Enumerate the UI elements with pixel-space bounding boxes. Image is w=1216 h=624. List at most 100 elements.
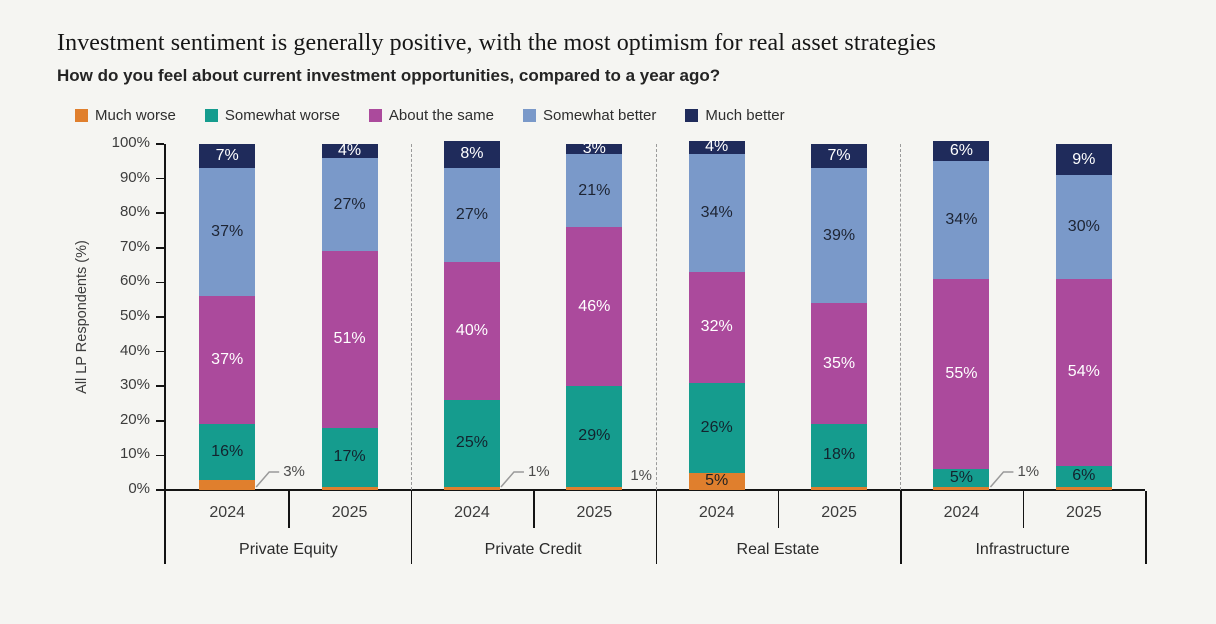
legend-swatch-icon (368, 109, 382, 122)
bar-segment-much-worse (199, 479, 256, 490)
bar-segment-about-the-same: 40% (443, 261, 500, 401)
segment-value-label: 3% (582, 140, 606, 158)
segment-value-label: 4% (338, 141, 362, 159)
group-divider-tick (164, 491, 166, 564)
segment-value-label: 30% (1067, 218, 1100, 236)
legend-swatch-icon (204, 109, 218, 122)
y-axis-tick (156, 454, 164, 457)
segment-value-label: 5% (949, 468, 973, 486)
x-axis-group-label: Real Estate (736, 541, 820, 558)
x-axis-group-label: Private Equity (239, 541, 338, 558)
y-axis-tick (156, 247, 164, 249)
group-separator-line (900, 144, 902, 490)
y-axis-tick (156, 143, 164, 145)
bar-segment-somewhat-better: 27% (443, 168, 500, 262)
year-divider-tick (1022, 491, 1025, 528)
bar-segment-somewhat-better: 21% (566, 154, 623, 228)
segment-value-label: 37% (211, 351, 244, 369)
segment-value-label: 7% (215, 147, 239, 165)
group-divider-tick (1145, 491, 1147, 564)
y-axis-tick-label: 30% (119, 376, 150, 394)
segment-value-label: 37% (211, 223, 244, 241)
chart-question-subtitle: How do you feel about current investment… (57, 66, 721, 85)
group-divider-tick (410, 491, 413, 564)
callout-value-label: 1% (527, 463, 550, 480)
bar-segment-somewhat-worse: 6% (1055, 465, 1112, 487)
bar-segment-much-better: 8% (443, 140, 500, 169)
y-axis-tick-label: 10% (119, 445, 150, 463)
y-axis-tick (156, 350, 164, 353)
segment-value-label: 39% (823, 226, 856, 244)
y-axis-tick (156, 489, 164, 491)
bar-segment-much-better: 3% (566, 140, 623, 157)
bar-segment-somewhat-better: 27% (321, 157, 378, 252)
bar-segment-much-better: 6% (933, 140, 990, 162)
segment-value-label: 35% (823, 354, 856, 372)
bar-segment-about-the-same: 46% (566, 227, 623, 387)
y-axis-tick (156, 420, 164, 422)
legend-item: Much worse (75, 107, 176, 124)
legend-item: Much better (685, 107, 785, 124)
bar-segment-about-the-same: 35% (811, 303, 868, 425)
bar-segment-somewhat-worse: 17% (321, 427, 378, 487)
x-axis-year-label: 2025 (331, 504, 368, 521)
bar-segment-somewhat-worse: 18% (811, 424, 868, 487)
bar-segment-somewhat-better: 30% (1055, 175, 1112, 279)
chart-legend: Much worse Somewhat worse About the same So… (75, 107, 785, 124)
year-divider-tick (288, 491, 290, 528)
callout-value-label: 1% (1017, 463, 1040, 480)
segment-value-label: 34% (700, 204, 733, 222)
bar-segment-about-the-same: 37% (199, 296, 256, 425)
legend-item-label: Much worse (95, 107, 176, 124)
segment-value-label: 21% (578, 181, 611, 199)
bar-segment-much-worse: 5% (688, 472, 745, 490)
group-separator-line (410, 144, 412, 490)
x-axis-year-label: 2024 (943, 504, 980, 521)
y-axis-tick-label: 100% (111, 134, 150, 151)
bar-segment-much-better: 9% (1055, 144, 1112, 176)
segment-value-label: 51% (333, 330, 366, 348)
x-axis-year-label: 2025 (1066, 504, 1102, 521)
segment-value-label: 32% (700, 318, 733, 336)
x-axis-year-label: 2025 (576, 504, 613, 521)
segment-value-label: 6% (1072, 467, 1096, 485)
y-axis-tick (156, 316, 164, 318)
legend-swatch-icon (685, 109, 699, 122)
bar-segment-somewhat-better: 34% (933, 161, 990, 279)
y-axis-tick (156, 212, 164, 215)
bar-segment-somewhat-worse: 5% (933, 468, 990, 487)
bar-segment-much-better: 7% (199, 144, 256, 169)
legend-item-label: About the same (388, 107, 494, 124)
bar-segment-much-better: 4% (688, 138, 745, 156)
bar-segment-much-worse (321, 486, 378, 490)
bar-segment-somewhat-better: 39% (811, 168, 868, 304)
legend-item: Somewhat better (523, 107, 656, 124)
callout-value-label: 3% (283, 463, 305, 480)
bar-segment-somewhat-better: 37% (199, 168, 256, 297)
bar-segment-somewhat-worse: 25% (443, 400, 500, 487)
y-axis-tick-label: 0% (128, 480, 150, 497)
x-axis-group-label: Private Credit (484, 541, 582, 558)
segment-value-label: 4% (705, 138, 729, 156)
segment-value-label: 7% (827, 147, 851, 165)
legend-item: Somewhat worse (204, 107, 340, 124)
segment-value-label: 27% (333, 195, 366, 213)
group-divider-tick (655, 491, 658, 564)
group-separator-line (655, 144, 657, 490)
bar-segment-much-worse (566, 486, 623, 490)
segment-value-label: 29% (578, 427, 611, 445)
x-axis-group-label: Infrastructure (975, 541, 1070, 558)
y-axis-tick (156, 177, 164, 180)
segment-value-label: 40% (455, 321, 488, 339)
legend-item-label: Somewhat better (543, 107, 657, 124)
y-axis-tick-label: 90% (119, 168, 150, 186)
y-axis-tick-label: 60% (119, 272, 150, 290)
segment-value-label: 55% (945, 365, 978, 383)
segment-value-label: 34% (945, 211, 978, 229)
y-axis-tick-label: 80% (119, 203, 150, 221)
y-axis-tick (156, 281, 164, 284)
x-axis-year-label: 2024 (698, 504, 735, 521)
bar-segment-about-the-same: 54% (1055, 278, 1112, 466)
bar-segment-about-the-same: 32% (688, 272, 745, 383)
